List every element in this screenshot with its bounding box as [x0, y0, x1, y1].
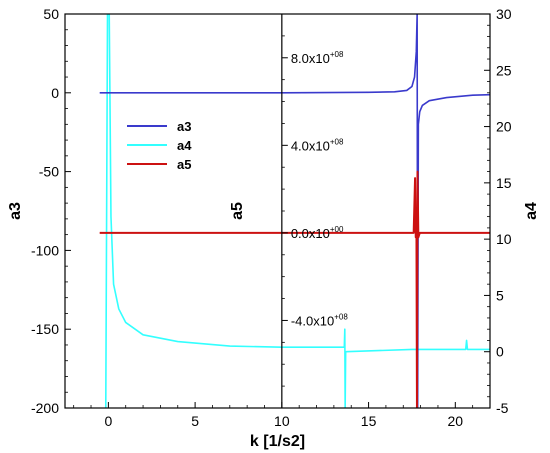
- a3-tick-label: -100: [31, 242, 59, 258]
- a5-axis-title: a5: [229, 202, 246, 220]
- series-line-a5: [99, 170, 490, 408]
- x-tick-label: 5: [191, 413, 199, 429]
- a3-tick-label: 50: [43, 6, 59, 22]
- series-line-a4: [104, 14, 490, 408]
- a4-tick-label: 0: [496, 344, 504, 360]
- a4-axis-title: a4: [523, 202, 540, 220]
- a3-tick-label: 0: [51, 85, 59, 101]
- a5-tick-label: 0.0x10+00: [291, 225, 344, 241]
- a4-tick-label: 15: [496, 175, 512, 191]
- a3-tick-label: -150: [31, 321, 59, 337]
- series-layer: [99, 14, 490, 408]
- a4-tick-label: 30: [496, 6, 512, 22]
- a5-tick-label: -4.0x10+08: [291, 312, 348, 328]
- a3-tick-label: -50: [39, 164, 59, 180]
- legend-label-a5: a5: [177, 157, 191, 172]
- x-tick-label: 20: [448, 413, 464, 429]
- plot-frame: [64, 13, 491, 409]
- label-layer: 0 5 10 15 20k [1/s2]500-50-100-150-200a38.0x…: [7, 6, 540, 450]
- a4-tick-label: 25: [496, 62, 512, 78]
- x-tick-label: 10: [274, 413, 290, 429]
- a4-tick-label: 20: [496, 119, 512, 135]
- x-axis-title: k [1/s2]: [250, 433, 305, 450]
- frame-layer: [64, 13, 491, 409]
- a3-tick-label: -200: [31, 400, 59, 416]
- a4-tick-label: -5: [496, 400, 509, 416]
- a3-axis-title: a3: [7, 202, 24, 220]
- a4-tick-label: 10: [496, 231, 512, 247]
- x-tick-label: 15: [361, 413, 377, 429]
- a4-tick-label: 5: [496, 287, 504, 303]
- legend-label-a4: a4: [177, 138, 192, 153]
- a5-tick-label: 8.0x10+08: [291, 50, 344, 66]
- series-line-a3: [99, 14, 490, 408]
- legend-label-a3: a3: [177, 119, 191, 134]
- legend: a3 a4 a5: [127, 119, 192, 172]
- x-tick-label: 0: [104, 413, 112, 429]
- a5-tick-label: 4.0x10+08: [291, 137, 344, 153]
